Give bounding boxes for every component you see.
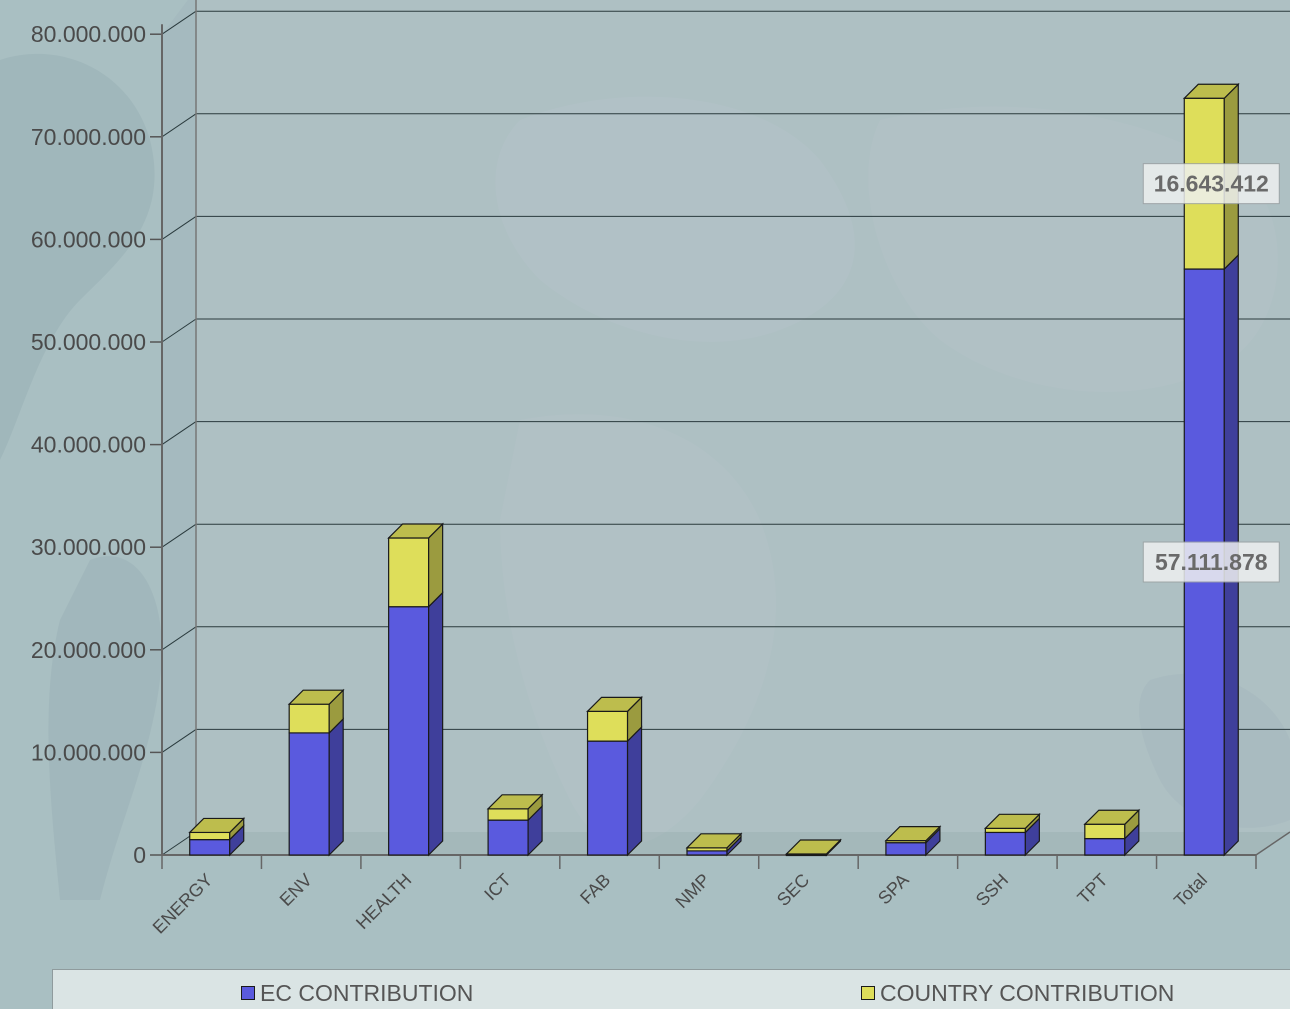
bar-env-country [288, 703, 330, 734]
bar-top-sec [785, 839, 842, 855]
bar-ict-ec [487, 819, 529, 856]
y-tick-label: 40.000.000 [31, 432, 146, 458]
gridline-side [161, 113, 197, 138]
gridline-side [161, 421, 197, 446]
y-tick-label: 60.000.000 [31, 226, 146, 252]
bar-fab-country [586, 710, 629, 742]
label-layer: 16.643.412 57.111.878 [1142, 163, 1280, 583]
bar-side-health-ec [428, 591, 444, 857]
y-tick-label: 10.000.000 [31, 739, 146, 765]
map-shape-americas-south [48, 556, 162, 900]
bar-side-fab-ec [626, 725, 643, 857]
map-shape-americas-north [0, 53, 155, 460]
data-label: 16.643.412 [1154, 171, 1269, 197]
bar-top-total [1182, 83, 1240, 99]
bar-fab-ec [586, 740, 629, 856]
bar-side-env-ec [328, 717, 344, 857]
legend-swatch-ec [241, 986, 255, 1000]
map-shape-europe [495, 96, 855, 342]
legend-item-ec[interactable]: EC CONTRIBUTION [241, 981, 473, 1005]
bar-spa-ec [885, 842, 927, 856]
bar-env-ec [288, 732, 330, 856]
bar-ict-country [487, 808, 529, 821]
legend-item-country[interactable]: COUNTRY CONTRIBUTION [861, 981, 1174, 1005]
y-tick-label: 20.000.000 [31, 637, 146, 663]
gridline-side [161, 215, 197, 240]
legend-swatch-country [861, 986, 875, 1000]
bar-top-ssh [983, 813, 1041, 829]
bar-energy-country [189, 831, 231, 841]
plot-side-wall [162, 0, 196, 855]
bar-top-energy [188, 817, 246, 834]
bar-top-ict [486, 794, 544, 810]
bar-top-env [287, 689, 345, 705]
data-label-box [1142, 163, 1280, 205]
bar-ssh-country [984, 827, 1026, 834]
bar-tpt-country [1084, 823, 1126, 840]
bar-tpt-ec [1084, 837, 1126, 856]
map-shape-africa [500, 414, 777, 845]
legend-label-country: COUNTRY CONTRIBUTION [880, 980, 1175, 1006]
bar-ssh-ec [984, 831, 1026, 856]
gridline-side [161, 728, 197, 753]
plot-back-wall [196, 0, 1290, 832]
gridline-side [161, 318, 197, 343]
bar-top-fab [586, 696, 643, 712]
data-label: 57.111.878 [1155, 549, 1268, 575]
y-tick-label: 70.000.000 [31, 124, 146, 150]
y-tick-label: 30.000.000 [31, 534, 146, 560]
gridline-side [161, 523, 197, 548]
bar-top-health [387, 523, 445, 539]
y-tick-label: 80.000.000 [31, 21, 146, 47]
bar-top-tpt [1083, 809, 1141, 825]
grid-layer [161, 10, 1290, 856]
gridline-side [161, 10, 197, 35]
bar-energy-ec [189, 839, 231, 856]
gridline-side [161, 626, 197, 651]
bar-top-spa [884, 826, 942, 842]
bar-nmp-ec [686, 850, 728, 856]
x-axis-depth-line [1255, 831, 1290, 856]
bar-health-ec [388, 606, 430, 856]
chart-legend: EC CONTRIBUTION COUNTRY CONTRIBUTION [52, 969, 1290, 1009]
bar-health-country [388, 537, 430, 608]
legend-label-ec: EC CONTRIBUTION [260, 980, 474, 1006]
y-tick-label: 0 [133, 842, 146, 868]
data-label-box [1142, 541, 1280, 583]
bar-top-nmp [685, 833, 743, 849]
y-tick-label: 50.000.000 [31, 329, 146, 355]
